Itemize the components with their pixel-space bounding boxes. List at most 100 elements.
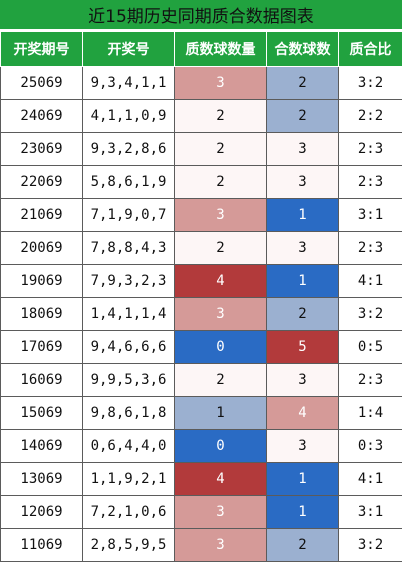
composite-count-cell: 3	[267, 364, 339, 397]
period-cell: 23069	[1, 133, 83, 166]
ratio-cell: 0:3	[339, 430, 402, 463]
period-cell: 24069	[1, 100, 83, 133]
composite-count-cell: 3	[267, 166, 339, 199]
prime-count-cell: 2	[175, 133, 267, 166]
ratio-cell: 3:2	[339, 298, 402, 331]
period-cell: 11069	[1, 529, 83, 562]
prime-count-cell: 0	[175, 331, 267, 364]
draw-numbers-cell: 0,6,4,4,0	[83, 430, 175, 463]
draw-numbers-cell: 1,1,9,2,1	[83, 463, 175, 496]
draw-numbers-cell: 1,4,1,1,4	[83, 298, 175, 331]
header-row: 开奖期号 开奖号 质数球数量 合数球数 质合比	[1, 32, 402, 67]
draw-numbers-cell: 5,8,6,1,9	[83, 166, 175, 199]
draw-numbers-cell: 9,4,6,6,6	[83, 331, 175, 364]
period-cell: 12069	[1, 496, 83, 529]
prime-count-cell: 1	[175, 397, 267, 430]
ratio-cell: 3:1	[339, 496, 402, 529]
period-cell: 14069	[1, 430, 83, 463]
draw-numbers-cell: 9,9,5,3,6	[83, 364, 175, 397]
period-cell: 17069	[1, 331, 83, 364]
header-numbers: 开奖号	[83, 32, 175, 67]
ratio-cell: 4:1	[339, 463, 402, 496]
composite-count-cell: 2	[267, 298, 339, 331]
composite-count-cell: 2	[267, 100, 339, 133]
prime-count-cell: 2	[175, 364, 267, 397]
prime-count-cell: 3	[175, 298, 267, 331]
draw-numbers-cell: 4,1,1,0,9	[83, 100, 175, 133]
prime-count-cell: 3	[175, 199, 267, 232]
header-composite-count: 合数球数	[267, 32, 339, 67]
draw-numbers-cell: 7,1,9,0,7	[83, 199, 175, 232]
prime-count-cell: 3	[175, 67, 267, 100]
period-cell: 18069	[1, 298, 83, 331]
composite-count-cell: 1	[267, 463, 339, 496]
composite-count-cell: 4	[267, 397, 339, 430]
draw-numbers-cell: 7,8,8,4,3	[83, 232, 175, 265]
prime-count-cell: 2	[175, 166, 267, 199]
prime-count-cell: 0	[175, 430, 267, 463]
ratio-cell: 4:1	[339, 265, 402, 298]
prime-count-cell: 2	[175, 100, 267, 133]
composite-count-cell: 2	[267, 67, 339, 100]
prime-count-cell: 3	[175, 529, 267, 562]
draw-numbers-cell: 9,8,6,1,8	[83, 397, 175, 430]
composite-count-cell: 1	[267, 199, 339, 232]
ratio-cell: 3:2	[339, 529, 402, 562]
draw-numbers-cell: 7,2,1,0,6	[83, 496, 175, 529]
period-cell: 19069	[1, 265, 83, 298]
header-prime-count: 质数球数量	[175, 32, 267, 67]
table-title: 近15期历史同期质合数据图表	[0, 0, 402, 31]
ratio-cell: 3:2	[339, 67, 402, 100]
period-cell: 16069	[1, 364, 83, 397]
period-cell: 21069	[1, 199, 83, 232]
draw-numbers-cell: 2,8,5,9,5	[83, 529, 175, 562]
ratio-cell: 2:3	[339, 166, 402, 199]
composite-count-cell: 1	[267, 265, 339, 298]
composite-count-cell: 3	[267, 232, 339, 265]
prime-count-cell: 3	[175, 496, 267, 529]
composite-count-cell: 5	[267, 331, 339, 364]
composite-count-cell: 2	[267, 529, 339, 562]
draw-numbers-cell: 9,3,4,1,1	[83, 67, 175, 100]
composite-count-cell: 1	[267, 496, 339, 529]
composite-count-cell: 3	[267, 133, 339, 166]
prime-count-cell: 4	[175, 265, 267, 298]
ratio-cell: 2:3	[339, 232, 402, 265]
ratio-cell: 2:2	[339, 100, 402, 133]
period-cell: 15069	[1, 397, 83, 430]
ratio-cell: 2:3	[339, 133, 402, 166]
period-cell: 13069	[1, 463, 83, 496]
ratio-cell: 3:1	[339, 199, 402, 232]
draw-numbers-cell: 9,3,2,8,6	[83, 133, 175, 166]
period-cell: 25069	[1, 67, 83, 100]
ratio-cell: 2:3	[339, 364, 402, 397]
prime-count-cell: 4	[175, 463, 267, 496]
header-period: 开奖期号	[1, 32, 83, 67]
composite-count-cell: 3	[267, 430, 339, 463]
ratio-cell: 1:4	[339, 397, 402, 430]
prime-count-cell: 2	[175, 232, 267, 265]
draw-numbers-cell: 7,9,3,2,3	[83, 265, 175, 298]
period-cell: 22069	[1, 166, 83, 199]
header-ratio: 质合比	[339, 32, 402, 67]
ratio-cell: 0:5	[339, 331, 402, 364]
period-cell: 20069	[1, 232, 83, 265]
